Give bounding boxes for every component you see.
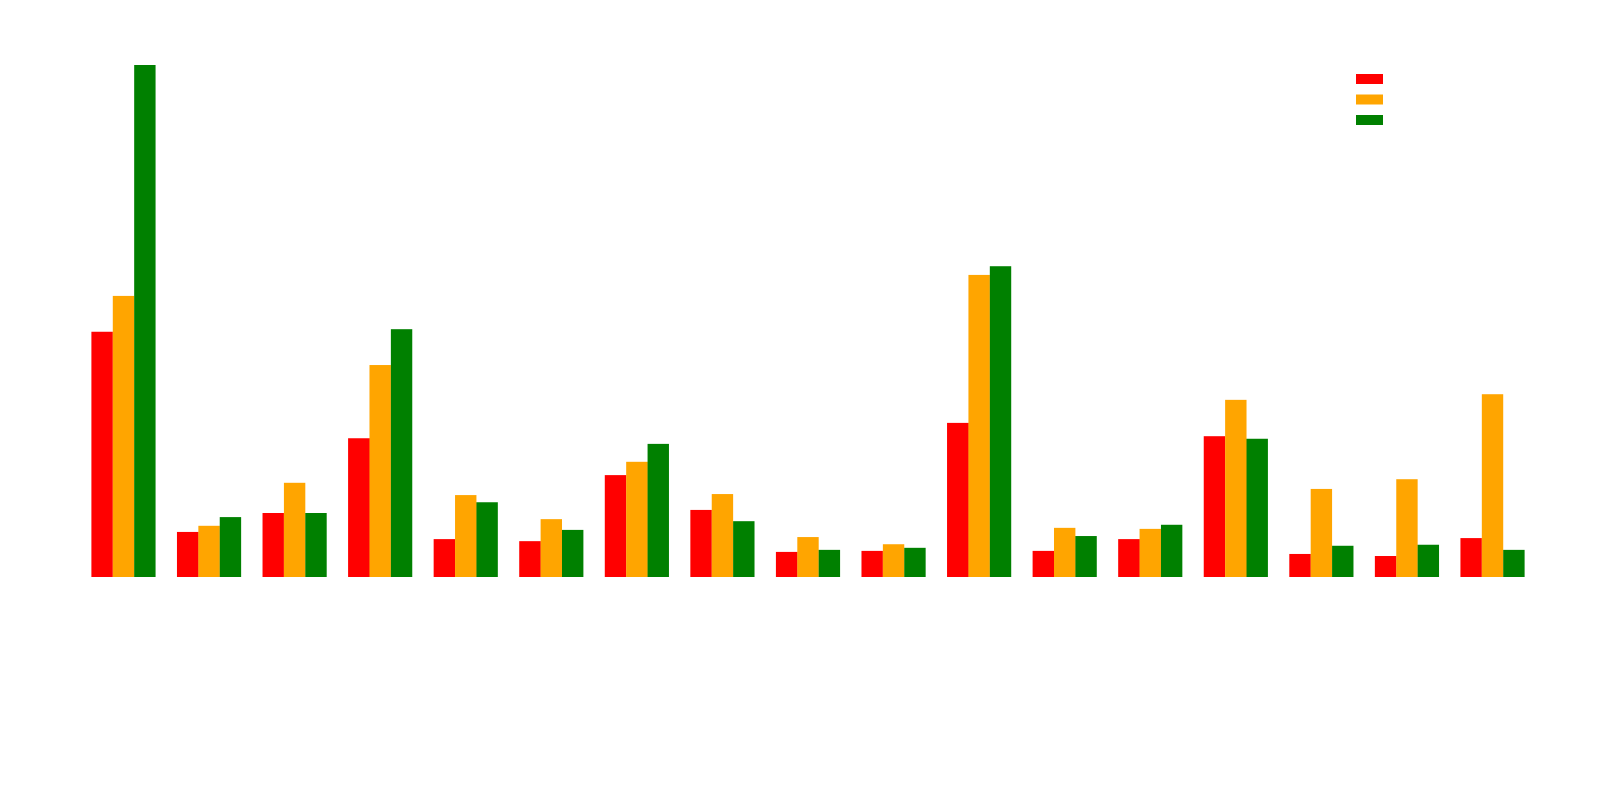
legend-swatch <box>1356 74 1383 84</box>
bar <box>476 502 498 577</box>
bar <box>348 438 370 577</box>
bar <box>540 519 563 577</box>
bar <box>861 550 883 577</box>
bar <box>989 266 1012 577</box>
bar <box>711 494 734 577</box>
bar <box>176 531 199 577</box>
bar <box>947 422 969 577</box>
bar <box>262 513 284 577</box>
bar <box>1396 479 1418 577</box>
bar <box>519 541 541 577</box>
bar <box>604 475 627 577</box>
bar <box>1075 536 1097 577</box>
legend-swatch <box>1356 94 1383 105</box>
bar <box>818 549 841 577</box>
bar <box>733 521 755 577</box>
bar <box>433 539 456 577</box>
bar <box>968 274 990 577</box>
bar <box>1503 549 1525 577</box>
bar <box>626 461 648 577</box>
legend-swatch <box>1356 115 1383 125</box>
bar <box>562 529 584 577</box>
bar <box>1332 545 1354 577</box>
bar <box>369 365 391 577</box>
bar <box>797 537 819 577</box>
bar <box>882 544 905 577</box>
bar <box>904 547 926 577</box>
bar <box>1225 399 1247 577</box>
bar <box>1139 528 1161 577</box>
bar <box>455 495 477 577</box>
bar <box>1118 539 1140 577</box>
bar <box>134 65 156 577</box>
bar <box>283 482 306 577</box>
bar <box>1460 538 1482 577</box>
bar <box>1481 394 1504 577</box>
bar <box>1160 524 1183 577</box>
bar <box>1246 438 1268 577</box>
bar <box>1417 544 1440 577</box>
bar <box>112 295 135 577</box>
bar <box>1032 550 1054 577</box>
bar <box>1310 488 1333 577</box>
bar <box>775 551 798 577</box>
bar <box>390 329 413 577</box>
bar <box>1203 436 1226 577</box>
bar <box>91 331 113 577</box>
bar <box>647 443 669 577</box>
bar <box>1289 553 1311 577</box>
bar <box>219 517 242 577</box>
bar <box>305 513 327 577</box>
bar <box>1053 527 1076 577</box>
bar <box>1374 556 1397 577</box>
bar <box>198 525 220 577</box>
bar <box>690 509 712 577</box>
